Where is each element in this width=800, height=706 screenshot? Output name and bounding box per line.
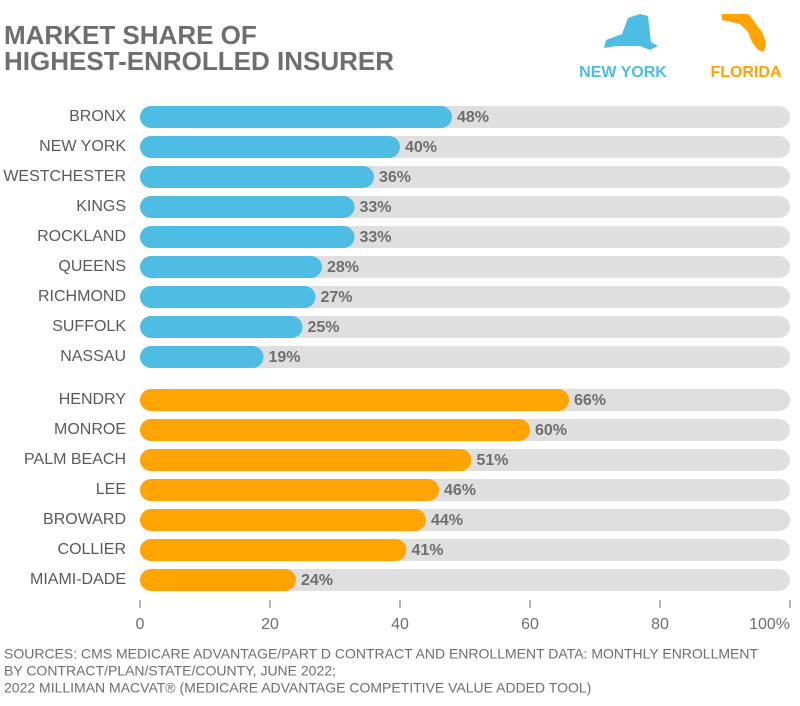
bar [140, 569, 296, 591]
source-note: 2022 MILLIMAN MACVAT® (MEDICARE ADVANTAG… [4, 680, 591, 696]
new-york-icon [604, 14, 658, 50]
bar [140, 479, 439, 501]
track [140, 569, 790, 591]
value-label: 46% [444, 482, 476, 499]
chart-title: MARKET SHARE OF [4, 20, 257, 50]
value-label: 24% [301, 572, 333, 589]
category-label: MIAMI-DADE [30, 571, 126, 588]
chart-title: HIGHEST-ENROLLED INSURER [4, 46, 394, 76]
category-label: NEW YORK [39, 138, 126, 155]
value-label: 44% [431, 512, 463, 529]
category-label: BROWARD [43, 511, 126, 528]
x-tick-label: 0 [136, 616, 145, 633]
category-label: LEE [96, 481, 126, 498]
x-tick-label: 80 [651, 616, 669, 633]
value-label: 60% [535, 422, 567, 439]
bar [140, 256, 322, 278]
bar [140, 419, 530, 441]
x-tick-label: 100% [749, 616, 790, 633]
bar [140, 106, 452, 128]
source-note: SOURCES: CMS MEDICARE ADVANTAGE/PART D C… [4, 646, 758, 662]
track [140, 346, 790, 368]
legend-label: FLORIDA [710, 64, 782, 81]
bar [140, 539, 407, 561]
category-label: NASSAU [60, 348, 126, 365]
value-label: 36% [379, 169, 411, 186]
category-label: ROCKLAND [37, 228, 126, 245]
x-tick-label: 20 [261, 616, 279, 633]
category-label: BRONX [69, 108, 126, 125]
category-label: RICHMOND [38, 288, 126, 305]
category-label: WESTCHESTER [3, 168, 126, 185]
value-label: 48% [457, 109, 489, 126]
bar [140, 346, 264, 368]
category-label: QUEENS [58, 258, 126, 275]
value-label: 28% [327, 259, 359, 276]
x-tick-label: 60 [521, 616, 539, 633]
bar [140, 389, 569, 411]
bar [140, 136, 400, 158]
category-label: KINGS [76, 198, 126, 215]
value-label: 25% [308, 319, 340, 336]
x-tick-label: 40 [391, 616, 409, 633]
bar [140, 509, 426, 531]
bar [140, 226, 355, 248]
bar [140, 286, 316, 308]
category-label: PALM BEACH [24, 451, 126, 468]
legend-label: NEW YORK [579, 64, 667, 81]
bar [140, 449, 472, 471]
source-note: BY CONTRACT/PLAN/STATE/COUNTY, JUNE 2022… [4, 663, 336, 679]
track [140, 316, 790, 338]
category-label: COLLIER [58, 541, 126, 558]
value-label: 40% [405, 139, 437, 156]
value-label: 41% [412, 542, 444, 559]
bar [140, 166, 374, 188]
value-label: 19% [269, 349, 301, 366]
bar [140, 316, 303, 338]
value-label: 27% [321, 289, 353, 306]
category-label: MONROE [54, 421, 126, 438]
category-label: HENDRY [59, 391, 127, 408]
bar [140, 196, 355, 218]
florida-icon [722, 14, 766, 52]
value-label: 33% [360, 229, 392, 246]
value-label: 33% [360, 199, 392, 216]
value-label: 51% [477, 452, 509, 469]
category-label: SUFFOLK [52, 318, 126, 335]
value-label: 66% [574, 392, 606, 409]
